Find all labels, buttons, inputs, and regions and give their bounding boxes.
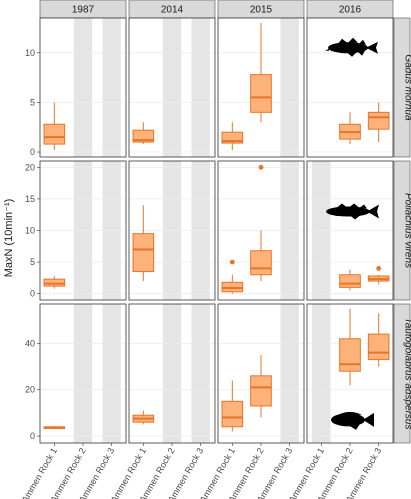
outlier-point: [229, 259, 235, 265]
fish-body: [331, 413, 365, 427]
cod-silhouette-icon: [325, 37, 378, 57]
unsampled-band: [73, 304, 93, 443]
panel-border: [128, 160, 216, 301]
panel-border: [39, 160, 127, 301]
row-strip-label: Tautogolabrus adspersus: [403, 318, 411, 430]
y-tick-label: 5: [30, 257, 35, 267]
unsampled-band: [280, 18, 299, 157]
fish-tail: [367, 204, 379, 219]
y-tick-label: 20: [25, 162, 35, 172]
column-strip-label: 2016: [339, 5, 362, 16]
panel-border: [128, 17, 216, 158]
y-axis-title: MaxN (10min⁻¹): [3, 199, 15, 278]
panel-border: [217, 17, 305, 158]
box-iqr: [250, 74, 272, 113]
y-tick-label: 0: [30, 147, 35, 157]
unsampled-band: [162, 18, 182, 157]
box-iqr: [250, 250, 272, 276]
box-iqr: [221, 400, 244, 428]
column-strip-label: 2014: [161, 5, 184, 16]
fish-anal-fin: [348, 423, 360, 430]
y-tick-label: 0: [30, 431, 35, 441]
fish-chin: [325, 48, 329, 51]
fish-dorsal-fins: [338, 37, 366, 45]
fish-body: [328, 42, 368, 54]
box-iqr: [43, 123, 66, 145]
cunner-silhouette-icon: [331, 411, 374, 430]
fish-anal-fin: [350, 215, 360, 220]
fish-dorsal-fin: [338, 411, 362, 415]
fish-anal-fins: [346, 50, 365, 57]
y-tick-label: 10: [25, 48, 35, 58]
fish-dorsal-fins: [337, 203, 367, 209]
box-iqr: [339, 274, 361, 288]
y-tick-label: 5: [30, 97, 35, 107]
box-iqr: [367, 333, 390, 361]
unsampled-band: [102, 304, 121, 443]
y-tick-label: 0: [30, 289, 35, 299]
row-strip: [393, 303, 411, 444]
unsampled-band: [280, 304, 299, 443]
column-strip-label: 1987: [72, 5, 95, 16]
panel-border: [39, 17, 127, 158]
row-strip: [393, 17, 411, 158]
row-strip-label: Gadus morhua: [403, 54, 411, 121]
row-strip-label: Pollachius virens: [403, 193, 411, 268]
unsampled-band: [191, 18, 210, 157]
box-iqr: [221, 131, 244, 144]
outlier-point: [258, 164, 264, 170]
y-tick-label: 10: [25, 226, 35, 236]
y-tick-label: 40: [25, 338, 35, 348]
fish-body: [326, 206, 370, 217]
box-iqr: [132, 233, 155, 273]
outlier-point: [376, 266, 382, 271]
panel-border: [306, 160, 394, 301]
fish-tail: [366, 41, 378, 54]
box-iqr: [339, 338, 361, 372]
box-iqr: [132, 129, 155, 143]
y-tick-label: 15: [25, 194, 35, 204]
unsampled-band: [312, 304, 331, 443]
box-iqr: [367, 111, 390, 130]
panel-border: [217, 160, 305, 301]
box-iqr: [250, 375, 272, 407]
unsampled-band: [102, 18, 121, 157]
fish-tail: [363, 412, 374, 427]
unsampled-band: [162, 304, 182, 443]
column-strip-label: 2015: [250, 5, 273, 16]
y-tick-label: 20: [25, 385, 35, 395]
pollock-silhouette-icon: [326, 203, 379, 220]
unsampled-band: [73, 18, 93, 157]
row-strip: [393, 160, 411, 301]
unsampled-band: [191, 304, 210, 443]
panel-border: [306, 17, 394, 158]
